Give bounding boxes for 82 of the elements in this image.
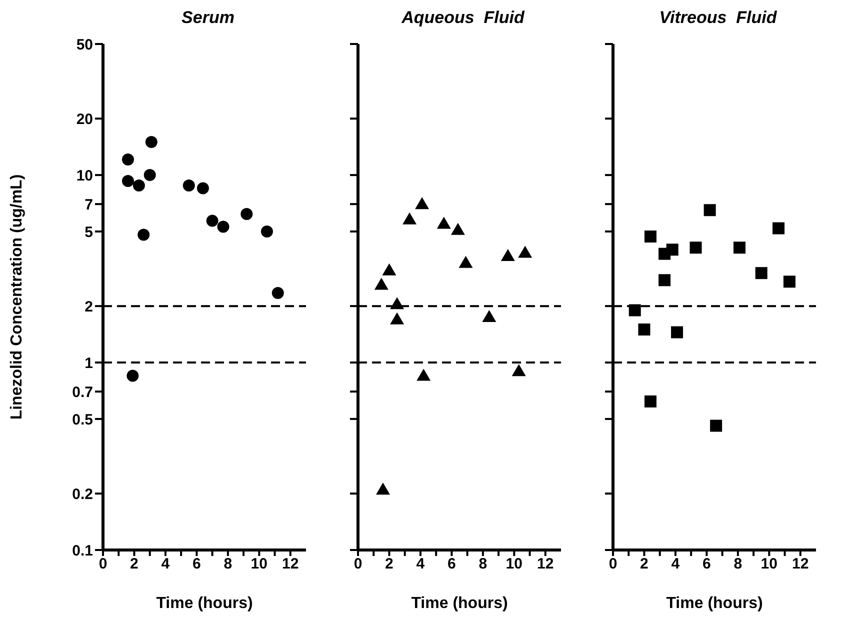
point: [755, 267, 768, 280]
point: [145, 136, 158, 148]
point: [416, 368, 431, 381]
x-tick-label: 2: [640, 556, 648, 573]
x-tick-label: 6: [702, 556, 711, 573]
point: [666, 244, 678, 256]
point: [374, 278, 388, 290]
point: [690, 242, 702, 254]
x-tick-label: 6: [448, 556, 456, 573]
point: [122, 154, 134, 166]
y-tick-label: 5: [84, 224, 93, 241]
x-tick-label: 8: [478, 556, 488, 573]
point: [260, 225, 273, 238]
x-tick-label: 4: [671, 556, 680, 573]
point: [138, 228, 150, 241]
x-tick-label: 12: [537, 556, 554, 573]
y-tick-label: 20: [76, 110, 93, 128]
x-tick-label: 8: [734, 556, 742, 573]
point: [704, 204, 716, 216]
chart-title: Vitreous Fluid: [658, 8, 778, 29]
x-tick-label: 12: [282, 556, 299, 573]
x-axis-title: Time (hours): [156, 595, 253, 612]
x-tick-label: 8: [224, 556, 232, 573]
point: [512, 364, 526, 376]
y-tick-label: 2: [84, 298, 93, 316]
point: [733, 242, 746, 254]
point: [436, 216, 451, 229]
x-tick-label: 10: [760, 556, 778, 573]
point: [783, 276, 796, 288]
point: [518, 246, 532, 258]
point: [500, 248, 515, 261]
point: [132, 179, 145, 192]
x-tick-label: 6: [192, 556, 201, 573]
x-tick-label: 12: [792, 556, 809, 573]
y-tick-label: 0.5: [72, 411, 93, 428]
y-axis-title: Linezolid Concentration (ug/mL): [8, 174, 26, 420]
point: [144, 169, 156, 182]
y-tick-label: 10: [76, 167, 93, 184]
point: [382, 263, 396, 276]
x-tick-label: 10: [250, 556, 268, 573]
x-tick-label: 0: [608, 556, 618, 573]
point: [658, 274, 671, 286]
y-tick-label: 0.7: [72, 384, 93, 401]
y-tick-label: 50: [76, 36, 93, 54]
point: [272, 286, 284, 299]
chart-title: Aqueous Fluid: [400, 8, 526, 29]
y-tick-label: 1: [84, 354, 93, 372]
x-tick-label: 4: [161, 556, 170, 573]
y-tick-label: 0.1: [72, 542, 93, 560]
point: [126, 370, 139, 382]
point: [402, 212, 417, 224]
x-axis-title: Time (hours): [411, 595, 508, 612]
point: [217, 220, 230, 233]
point: [644, 230, 656, 243]
x-tick-label: 4: [416, 556, 426, 573]
point: [182, 179, 195, 192]
point: [710, 420, 722, 432]
point: [458, 256, 473, 268]
point: [638, 324, 650, 336]
y-tick-label: 7: [84, 196, 93, 214]
x-tick-label: 10: [506, 556, 522, 573]
point: [390, 297, 404, 310]
point: [240, 208, 253, 220]
point: [415, 197, 430, 210]
y-tick-label: 0.2: [72, 486, 93, 503]
point: [206, 214, 218, 227]
point: [390, 312, 404, 324]
x-tick-label: 2: [130, 556, 138, 573]
point: [671, 326, 684, 338]
point: [644, 395, 656, 408]
point: [772, 222, 785, 234]
x-tick-label: 0: [98, 556, 108, 573]
x-tick-label: 0: [354, 556, 362, 573]
x-axis-title: Time (hours): [666, 595, 763, 612]
point: [628, 304, 641, 316]
point: [450, 222, 465, 235]
point: [482, 310, 496, 322]
x-tick-label: 2: [385, 556, 394, 573]
point: [376, 482, 390, 495]
point: [122, 174, 134, 187]
chart-title: Serum: [180, 8, 236, 29]
point: [196, 182, 209, 194]
